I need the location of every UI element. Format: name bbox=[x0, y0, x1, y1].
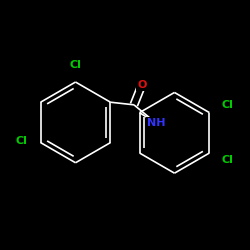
Text: O: O bbox=[137, 80, 146, 90]
Text: Cl: Cl bbox=[221, 154, 233, 164]
Text: Cl: Cl bbox=[70, 60, 82, 70]
Text: Cl: Cl bbox=[221, 100, 233, 110]
Text: Cl: Cl bbox=[15, 136, 27, 146]
Text: NH: NH bbox=[147, 118, 165, 128]
